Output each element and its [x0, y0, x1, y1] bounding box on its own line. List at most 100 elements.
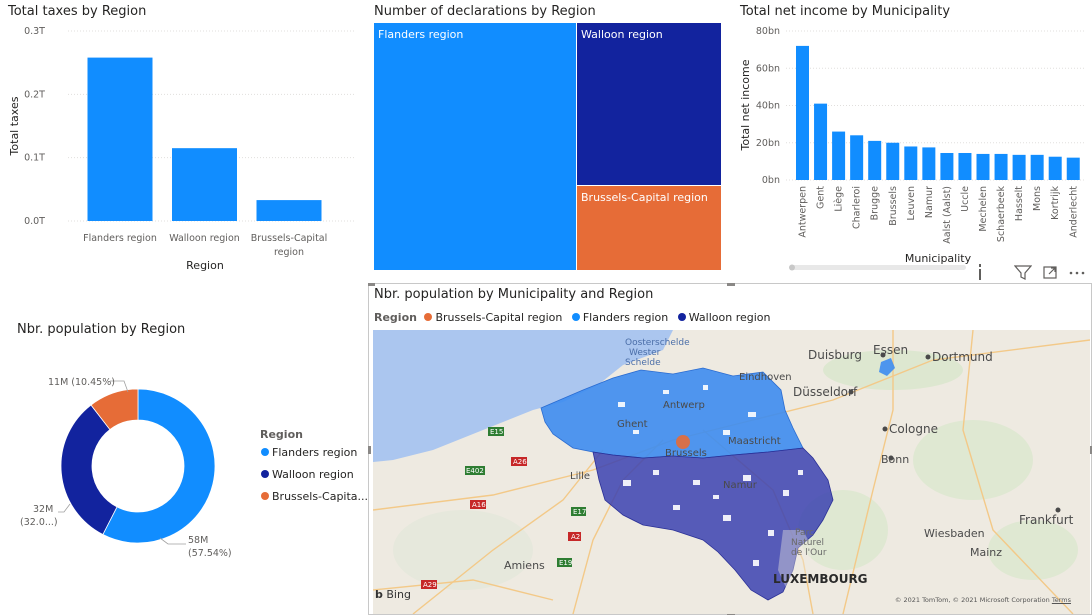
income-bar[interactable]: [832, 131, 846, 180]
income-xtick-label: Gent: [816, 186, 827, 209]
population-donut: 11M (10.45%) 32M (32.0...) 58M (57.54%): [20, 377, 232, 559]
map-region-wallonia[interactable]: [592, 447, 834, 601]
map-region-flanders-essen: [879, 358, 895, 376]
taxes-ytick-label: 0.3T: [24, 26, 45, 37]
income-xtick-label: Schaerbeek: [996, 186, 1007, 243]
leader-walloon: [58, 503, 71, 513]
income-xtick-label: Namur: [924, 186, 935, 218]
income-ytick-label: 60bn: [756, 63, 780, 74]
population-title: Nbr. population by Region: [17, 322, 186, 337]
map-region-brussels[interactable]: [676, 435, 690, 449]
income-scrollbar-handle[interactable]: [789, 264, 795, 271]
income-bar[interactable]: [994, 153, 1008, 180]
park-naturel: Naturel: [791, 538, 824, 548]
drill-icon[interactable]: [976, 264, 984, 280]
city-eindhoven: Eindhoven: [739, 372, 792, 383]
sea-schelde: Schelde: [625, 358, 661, 368]
income-bar[interactable]: [904, 146, 918, 180]
income-xtick-label: Liège: [834, 186, 845, 212]
income-xtick-label: Aalst (Aalst): [942, 186, 953, 244]
terms-link[interactable]: Terms: [1051, 596, 1071, 604]
donut-label-flanders-value: 58M: [188, 535, 208, 546]
treemap-label-walloon: Walloon region: [581, 28, 663, 41]
city-cologne: Cologne: [889, 422, 938, 436]
legend-label-flanders: Flanders region: [272, 446, 358, 459]
income-xlabel: Municipality: [905, 252, 972, 265]
taxes-bar[interactable]: [256, 200, 322, 221]
road-shield: E19: [559, 559, 572, 567]
income-bar[interactable]: [850, 135, 864, 180]
city-amiens: Amiens: [504, 559, 545, 572]
leader-brussels: [110, 380, 129, 393]
donut-slice-brussels[interactable]: [90, 388, 139, 431]
road-shield: E15: [490, 428, 503, 436]
population-legend-walloon[interactable]: Walloon region: [261, 468, 354, 481]
income-bar[interactable]: [958, 152, 972, 180]
income-bar[interactable]: [1066, 157, 1080, 180]
income-bar[interactable]: [1012, 154, 1026, 180]
income-xtick-label: Uccle: [960, 186, 971, 212]
legend-label-walloon: Walloon region: [272, 468, 354, 481]
income-bar[interactable]: [886, 142, 900, 180]
city-dusseldorf: Düsseldorf: [793, 385, 858, 399]
income-bar[interactable]: [940, 152, 954, 180]
income-bar[interactable]: [868, 140, 882, 180]
donut-slice-flanders[interactable]: [102, 388, 216, 544]
treemap-label-brussels: Brussels-Capital region: [581, 191, 708, 204]
legend-dot-walloon: [261, 470, 269, 478]
income-bar[interactable]: [796, 45, 809, 181]
donut-slices[interactable]: [60, 388, 216, 544]
map-canvas[interactable]: Duisburg Essen Dortmund Eindhoven Düssel…: [373, 330, 1090, 614]
income-ylabel: Total net income: [739, 59, 752, 151]
population-legend-brussels[interactable]: Brussels-Capita...: [261, 490, 368, 503]
income-bar[interactable]: [1048, 156, 1062, 180]
income-bar[interactable]: [1030, 154, 1044, 180]
donut-slice-walloon[interactable]: [60, 404, 118, 536]
income-ytick-label: 0bn: [762, 175, 780, 186]
map-legend-brussels[interactable]: Brussels-Capital region: [424, 311, 562, 324]
income-ytick-label: 80bn: [756, 26, 780, 37]
sea-wester: Wester: [629, 348, 661, 358]
resize-handle-right[interactable]: [1089, 446, 1092, 454]
income-bar[interactable]: [814, 103, 828, 180]
visual-header-icons: [972, 262, 1092, 282]
city-frankfurt: Frankfurt: [1019, 513, 1074, 527]
map-legend-flanders[interactable]: Flanders region: [571, 311, 668, 324]
city-bonn: Bonn: [881, 453, 909, 466]
city-antwerp: Antwerp: [663, 400, 705, 411]
filter-icon[interactable]: [1014, 264, 1032, 280]
treemap-cell-walloon[interactable]: Walloon region: [576, 22, 722, 186]
resize-handle-top[interactable]: [727, 283, 735, 286]
road-shield: A26: [513, 458, 527, 466]
income-xtick-label: Mons: [1032, 186, 1043, 211]
park-parc: Parc: [795, 528, 814, 538]
income-panel: Total net income by Municipality Total n…: [734, 0, 1092, 285]
park-our: de l'Our: [791, 548, 827, 558]
treemap-cell-brussels[interactable]: Brussels-Capital region: [576, 185, 722, 271]
city-namur: Namur: [723, 480, 758, 491]
resize-handle-top-left[interactable]: [368, 283, 375, 286]
taxes-yticks: 0.3T 0.2T 0.1T 0.0T: [24, 26, 45, 227]
map-luxembourg: [778, 530, 813, 592]
income-xtick-label: Charleroi: [852, 186, 863, 229]
taxes-bar[interactable]: [172, 148, 237, 221]
focus-mode-icon[interactable]: [1042, 264, 1058, 280]
leader-flanders: [159, 537, 186, 545]
resize-handle-left[interactable]: [368, 446, 371, 454]
income-bar[interactable]: [976, 153, 990, 180]
income-bar[interactable]: [922, 147, 936, 180]
income-scrollbar-track[interactable]: [790, 265, 966, 270]
map-legend-walloon[interactable]: Walloon region: [677, 311, 771, 324]
more-options-icon[interactable]: [1068, 264, 1086, 280]
income-bars[interactable]: [796, 45, 1080, 181]
map-panel[interactable]: Nbr. population by Municipality and Regi…: [368, 283, 1092, 615]
treemap-cell-flanders[interactable]: Flanders region: [373, 22, 577, 271]
taxes-xtick-label: Brussels-Capital: [251, 233, 328, 244]
map-unmatched-areas: [618, 385, 803, 566]
taxes-bars[interactable]: [87, 57, 322, 221]
map-legend-title: Region: [374, 311, 417, 324]
taxes-xtick-label: Flanders region: [83, 233, 157, 244]
taxes-bar[interactable]: [87, 57, 153, 221]
population-legend-flanders[interactable]: Flanders region: [261, 446, 357, 459]
taxes-xlabel: Region: [186, 259, 224, 272]
